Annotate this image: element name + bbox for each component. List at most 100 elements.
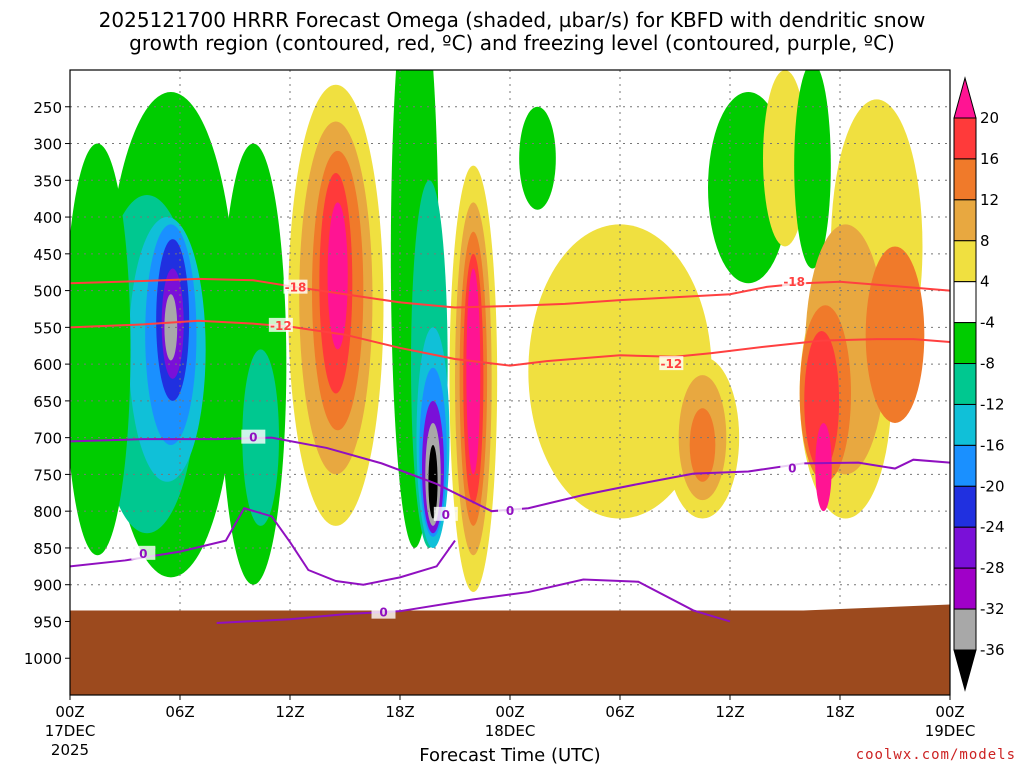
colorbar-label-4: 8 bbox=[980, 232, 990, 250]
y-tick-label-900: 900 bbox=[33, 577, 62, 595]
omega-shaded-area-32 bbox=[794, 70, 831, 269]
y-tick-label-300: 300 bbox=[33, 136, 62, 154]
x-axis-label: Forecast Time (UTC) bbox=[419, 745, 601, 766]
isotherm-label-1: -18 bbox=[285, 281, 307, 295]
isotherm-label-4: -12 bbox=[660, 357, 682, 371]
source-credit: coolwx.com/models bbox=[855, 747, 1016, 763]
y-tick-label-650: 650 bbox=[33, 393, 62, 411]
freezing-level-line-3 bbox=[216, 578, 731, 624]
colorbar-label-1: 20 bbox=[980, 109, 999, 127]
colorbar-label-7: -8 bbox=[980, 355, 995, 373]
freezing-level-line-2 bbox=[70, 507, 456, 586]
freezing-level-label-1-bg bbox=[241, 429, 266, 444]
freezing-level-label-4-bg bbox=[131, 545, 156, 560]
colorbar-band-9 bbox=[953, 403, 977, 446]
colorbar-band-6 bbox=[953, 281, 977, 324]
colorbar: 20 16 12 8 4 -4 -8 -12 -16 -20 -24 -28 -32 -36 bbox=[953, 76, 1005, 692]
colorbar-band-13 bbox=[953, 567, 977, 610]
freezing-level-label-3: 0 bbox=[788, 462, 796, 476]
colorbar-label-9: -16 bbox=[980, 436, 1005, 454]
colorbar-band-4 bbox=[953, 199, 977, 242]
colorbar-label-14: -36 bbox=[980, 641, 1005, 659]
x-tick-label-6: 12Z bbox=[715, 703, 744, 721]
omega-shaded-area-40 bbox=[804, 331, 840, 471]
colorbar-label-13: -32 bbox=[980, 600, 1005, 618]
colorbar-label-2: 16 bbox=[980, 150, 999, 168]
omega-shaded-area-7 bbox=[164, 294, 178, 361]
isotherm-label-1-bg bbox=[283, 279, 308, 294]
colorbar-band-5 bbox=[953, 240, 977, 283]
freezing-level-label-6: 0 bbox=[442, 508, 450, 522]
omega-shaded-area-36 bbox=[689, 408, 716, 482]
colorbar-label-10: -20 bbox=[980, 477, 1005, 495]
x-date-label-8: 19DEC bbox=[925, 722, 976, 740]
colorbar-band-10 bbox=[953, 444, 977, 487]
freezing-level-label-5: 0 bbox=[379, 606, 387, 620]
y-tick-label-550: 550 bbox=[33, 319, 62, 337]
x-tick-label-0: 00Z bbox=[55, 703, 84, 721]
omega-shaded-area-10 bbox=[70, 143, 131, 556]
colorbar-band-12 bbox=[953, 526, 977, 569]
y-tick-label-850: 850 bbox=[33, 540, 62, 558]
freezing-level-label-5-bg bbox=[371, 604, 396, 619]
colorbar-band-7 bbox=[953, 322, 977, 365]
x-tick-label-3: 18Z bbox=[385, 703, 414, 721]
y-tick-label-800: 800 bbox=[33, 503, 62, 521]
colorbar-label-3: 12 bbox=[980, 191, 999, 209]
y-tick-label-450: 450 bbox=[33, 246, 62, 264]
freezing-level-label-6-bg bbox=[433, 506, 458, 521]
x-tick-label-2: 12Z bbox=[275, 703, 304, 721]
omega-shaded-area-29 bbox=[519, 106, 556, 210]
temperature-contours: -18 -18 -12 -12 0 0 0 0 0 0 bbox=[70, 273, 950, 624]
isotherm-label-2-bg bbox=[782, 273, 807, 288]
x-tick-label-7: 18Z bbox=[825, 703, 854, 721]
colorbar-label-12: -28 bbox=[980, 559, 1005, 577]
isotherm-label-3: -12 bbox=[270, 319, 292, 333]
y-tick-label-250: 250 bbox=[33, 99, 62, 117]
omega-shaded-area-15 bbox=[327, 202, 348, 350]
colorbar-band-3 bbox=[953, 158, 977, 201]
x-tick-label-1: 06Z bbox=[165, 703, 194, 721]
isotherm-label-2: -18 bbox=[783, 275, 805, 289]
colorbar-band-8 bbox=[953, 363, 977, 405]
colorbar-band-1 bbox=[953, 76, 977, 119]
freezing-level-label-4: 0 bbox=[139, 547, 147, 561]
ground-layer bbox=[70, 604, 950, 695]
omega-shaded-area-41 bbox=[815, 422, 832, 512]
x-tick-label-4: 00Z bbox=[495, 703, 524, 721]
y-tick-label-700: 700 bbox=[33, 430, 62, 448]
colorbar-band-14 bbox=[953, 608, 977, 651]
y-tick-label-500: 500 bbox=[33, 283, 62, 301]
colorbar-band-15 bbox=[953, 649, 977, 692]
ground-below-surface bbox=[70, 604, 950, 695]
colorbar-label-11: -24 bbox=[980, 518, 1005, 536]
y-tick-label-950: 950 bbox=[33, 613, 62, 631]
freezing-level-label-2-bg bbox=[498, 503, 522, 518]
y-tick-label-1000: 1000 bbox=[24, 650, 62, 668]
colorbar-label-6: -4 bbox=[980, 314, 995, 332]
omega-shading bbox=[70, 70, 925, 593]
y-tick-label-750: 750 bbox=[33, 466, 62, 484]
y-tick-label-600: 600 bbox=[33, 356, 62, 374]
y-axis: 250 300 350 400 450 500 550 600 650 700 750 800 850 9… bbox=[24, 99, 70, 668]
chart-title-line1: 2025121700 HRRR Forecast Omega (shaded, … bbox=[98, 8, 926, 32]
isotherm-label-4-bg bbox=[659, 356, 684, 371]
x-tick-label-8: 00Z bbox=[935, 703, 964, 721]
dendritic-isotherm-1 bbox=[70, 277, 950, 309]
x-date-label-0: 17DEC bbox=[45, 722, 96, 740]
chart-title-line2: growth region (contoured, red, ºC) and f… bbox=[129, 31, 895, 55]
x-year-label-0: 2025 bbox=[51, 741, 89, 759]
colorbar-label-5: 4 bbox=[980, 273, 990, 291]
freezing-level-label-3-bg bbox=[780, 460, 805, 475]
y-tick-label-400: 400 bbox=[33, 209, 62, 227]
colorbar-band-11 bbox=[953, 485, 977, 528]
omega-shaded-area-27 bbox=[466, 268, 481, 475]
freezing-level-label-2: 0 bbox=[506, 504, 514, 518]
dendritic-isotherm-2 bbox=[70, 319, 950, 367]
colorbar-label-8: -12 bbox=[980, 395, 1005, 413]
x-tick-label-5: 06Z bbox=[605, 703, 634, 721]
freezing-level-label-1: 0 bbox=[249, 431, 257, 445]
omega-shaded-area-42 bbox=[865, 246, 925, 423]
